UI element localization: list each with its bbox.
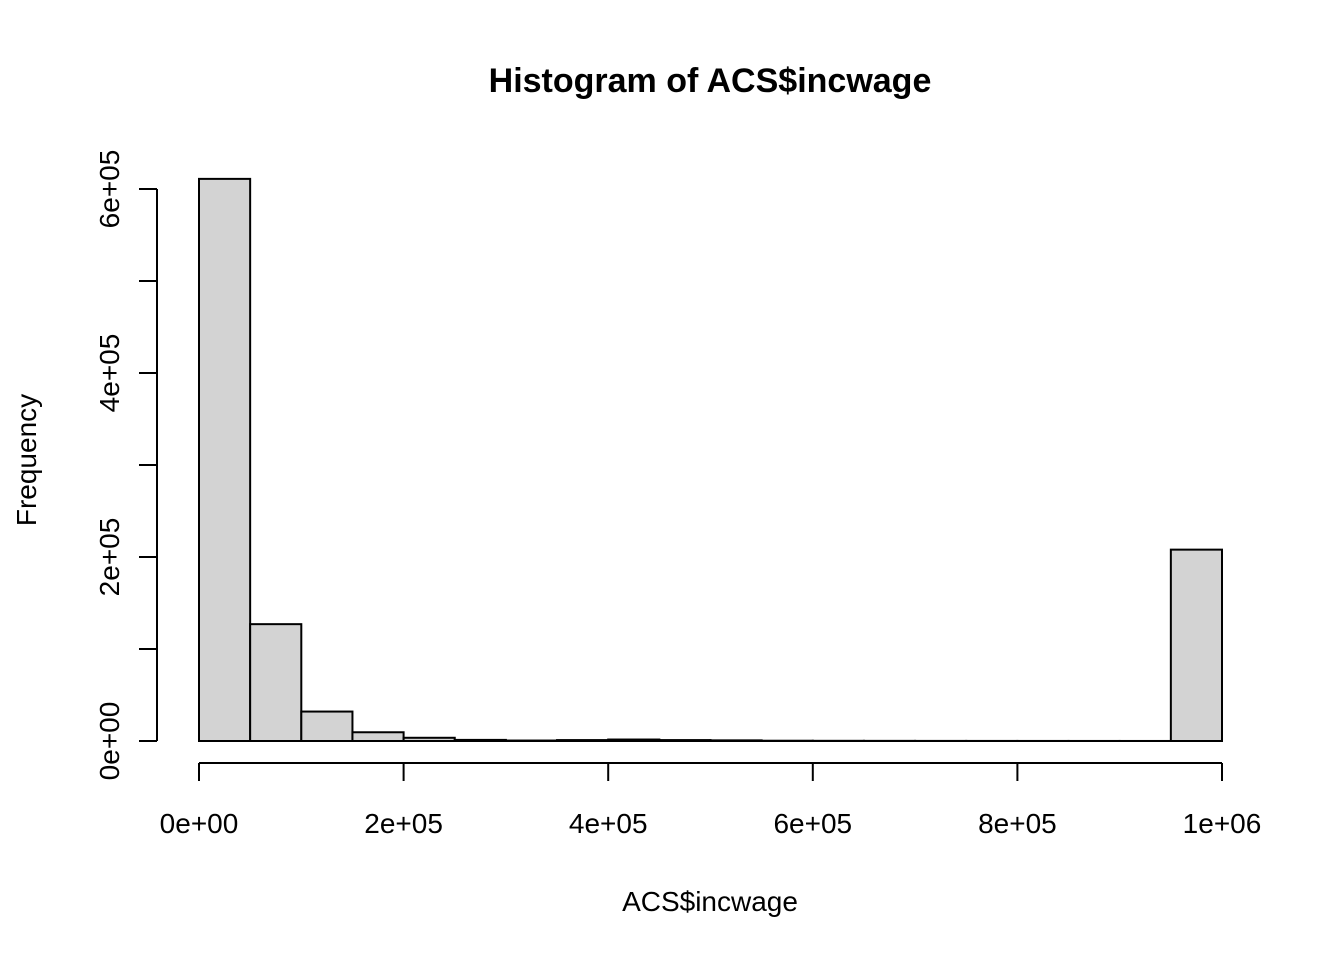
- histogram-bar: [556, 739, 610, 743]
- x-axis: 0e+00 2e+05 4e+05 6e+05 8e+05 1e+06: [160, 762, 1262, 839]
- x-tick-label: 6e+05: [773, 808, 852, 839]
- histogram-bar: [1169, 548, 1223, 743]
- x-tick-label: 1e+06: [1183, 808, 1262, 839]
- y-tick-label: 2e+05: [94, 518, 125, 597]
- histogram-bar: [198, 177, 252, 742]
- y-axis: 0e+00 2e+05 4e+05 6e+05: [94, 150, 158, 781]
- histogram-bar: [300, 710, 354, 742]
- bars-group: [198, 177, 1223, 743]
- x-tick-label: 4e+05: [569, 808, 648, 839]
- x-tick-label: 2e+05: [364, 808, 443, 839]
- histogram-bar: [249, 623, 303, 742]
- histogram-bar: [658, 739, 712, 743]
- y-tick-label: 6e+05: [94, 150, 125, 229]
- histogram-bar: [607, 738, 661, 743]
- histogram-bar: [351, 731, 405, 743]
- histogram-bar: [453, 738, 507, 742]
- x-tick-label: 8e+05: [978, 808, 1057, 839]
- y-tick-label: 4e+05: [94, 334, 125, 413]
- chart-title: Histogram of ACS$incwage: [489, 62, 932, 100]
- x-tick-label: 0e+00: [160, 808, 239, 839]
- x-axis-label: ACS$incwage: [622, 886, 798, 917]
- y-axis-label: Frequency: [11, 394, 42, 526]
- histogram-bar: [402, 736, 456, 743]
- histogram-bar: [709, 739, 763, 743]
- y-tick-label: 0e+00: [94, 702, 125, 781]
